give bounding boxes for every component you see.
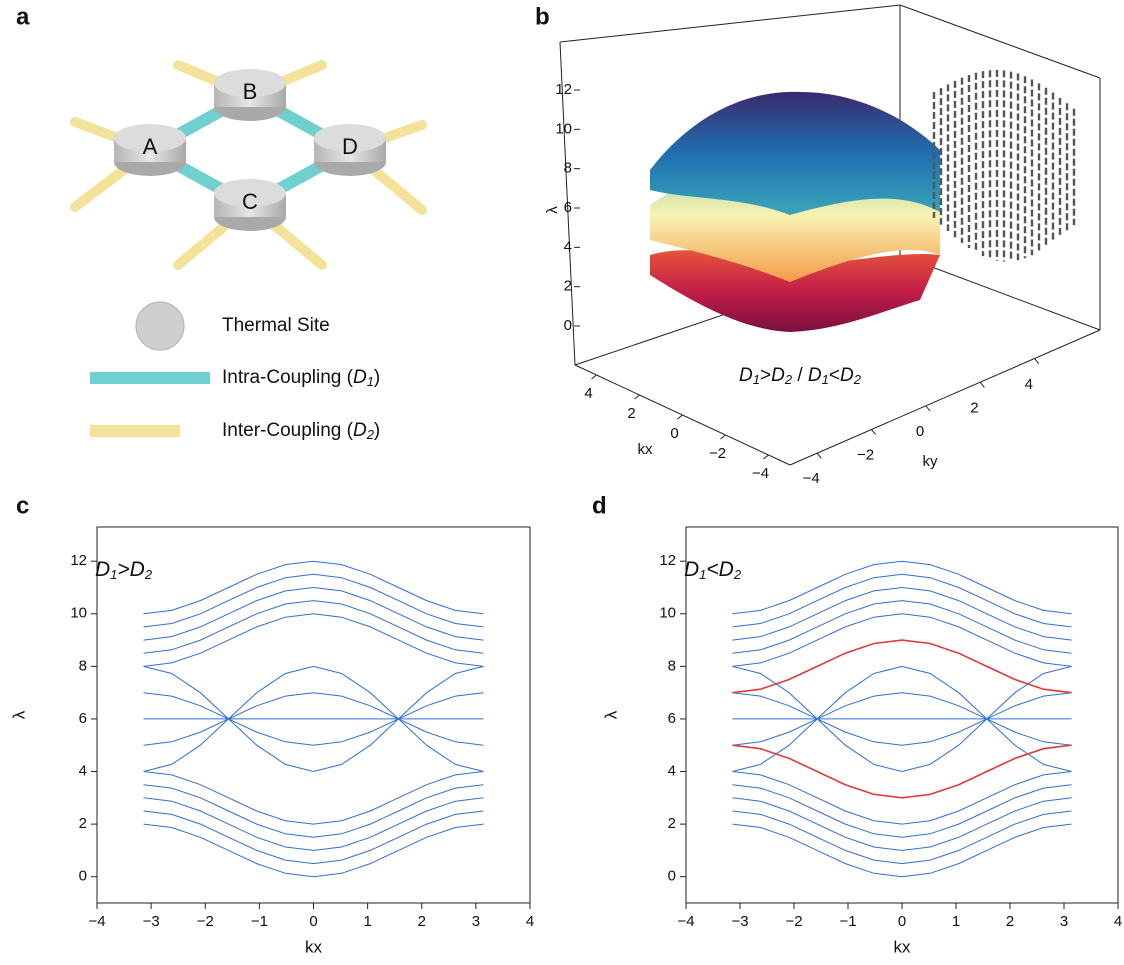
- x-tick-label: 1: [952, 913, 960, 930]
- x-tick-label: 2: [1006, 913, 1014, 930]
- z-tick-label: 8: [564, 160, 572, 177]
- plot-frame: [686, 527, 1118, 903]
- legend-label: Thermal Site: [222, 315, 330, 336]
- y-tick-label: 10: [659, 605, 676, 622]
- band-line: [144, 614, 484, 667]
- x-tick-label: 3: [1060, 913, 1068, 930]
- y-tick-label: 0: [916, 423, 924, 440]
- x-tick-label: 0: [898, 913, 906, 930]
- panel-label: a: [16, 3, 30, 30]
- x-tick-label: −3: [143, 913, 160, 930]
- x-tick-label: −1: [839, 913, 856, 930]
- x-tick-label: −4: [88, 913, 105, 930]
- z-tick-label: 6: [564, 199, 572, 216]
- y-tick-label: 8: [668, 657, 676, 674]
- y-tick-label: 2: [79, 815, 87, 832]
- panel-label: d: [592, 492, 607, 519]
- panel-label: b: [535, 3, 550, 30]
- x-tick-label: −2: [785, 913, 802, 930]
- x-tick: [678, 415, 683, 419]
- band-line: [732, 601, 1071, 654]
- x-tick: [635, 395, 640, 399]
- y-tick-label: −4: [803, 470, 820, 487]
- x-tick-label: 1: [363, 913, 371, 930]
- y-tick-label: 0: [79, 868, 87, 885]
- annotation: D1>D2 / D1<D2: [739, 365, 862, 387]
- y-tick-label: 10: [70, 605, 87, 622]
- node-label: A: [143, 134, 158, 159]
- x-tick-label: −1: [251, 913, 268, 930]
- site: A: [114, 124, 186, 176]
- site: C: [214, 179, 286, 231]
- x-axis-title: kx: [638, 441, 654, 458]
- inter-icon: [90, 425, 180, 437]
- figure: a b c d A B C D Thermal Site Intra-Coupl…: [0, 0, 1124, 965]
- site-icon: [136, 302, 184, 350]
- z-tick-label: 0: [564, 317, 572, 334]
- legend-label: Intra-Coupling (D1): [222, 367, 380, 389]
- site: D: [314, 124, 386, 176]
- node-label: D: [342, 134, 358, 159]
- y-tick: [872, 430, 876, 435]
- x-tick: [592, 375, 597, 379]
- node-label: C: [242, 189, 258, 214]
- y-tick: [926, 406, 930, 411]
- x-tick-label: −2: [709, 445, 726, 462]
- x-tick-label: 4: [526, 913, 534, 930]
- y-tick: [817, 453, 821, 458]
- x-tick-label: −4: [752, 465, 769, 482]
- diagram-legend: Thermal Site Intra-Coupling (D1) Inter-C…: [90, 302, 380, 442]
- y-tick-label: 8: [79, 657, 87, 674]
- z-axis-title: λ: [544, 206, 561, 214]
- y-axis-title: λ: [601, 710, 620, 719]
- annotation: D1<D2: [684, 558, 742, 583]
- y-tick: [980, 382, 984, 387]
- y-axis-title: ky: [923, 453, 939, 470]
- y-tick-label: 12: [70, 552, 87, 569]
- y-tick-label: 2: [970, 399, 978, 416]
- x-tick-label: 3: [472, 913, 480, 930]
- y-tick-label: 4: [668, 763, 676, 780]
- x-tick-label: −4: [677, 913, 694, 930]
- y-tick-label: 0: [668, 868, 676, 885]
- x-tick-label: 0: [670, 425, 678, 442]
- y-tick-label: 4: [79, 763, 87, 780]
- y-tick-label: 4: [1025, 376, 1033, 393]
- x-axis-title: kx: [894, 937, 912, 956]
- band-line: [144, 601, 484, 654]
- x-tick-label: 2: [418, 913, 426, 930]
- legend-label: Inter-Coupling (D2): [222, 420, 380, 442]
- z-tick-label: 12: [555, 81, 572, 98]
- node-label: B: [243, 79, 258, 104]
- x-tick-label: 0: [309, 913, 317, 930]
- y-tick-label: 6: [668, 710, 676, 727]
- band-line: [144, 785, 484, 838]
- z-tick-label: 4: [564, 238, 572, 255]
- x-tick-label: −3: [731, 913, 748, 930]
- y-tick-label: 12: [659, 552, 676, 569]
- panel-label: c: [16, 492, 29, 519]
- y-tick-label: −2: [857, 447, 874, 464]
- x-tick: [764, 455, 769, 459]
- x-tick-label: −2: [197, 913, 214, 930]
- y-tick: [1035, 359, 1039, 364]
- y-tick-label: 6: [79, 710, 87, 727]
- annotation: D1>D2: [95, 558, 153, 583]
- x-axis-title: kx: [305, 937, 323, 956]
- plot-frame: [97, 527, 530, 903]
- intra-icon: [90, 372, 210, 384]
- x-tick-label: 4: [584, 385, 592, 402]
- site: B: [214, 69, 286, 121]
- z-tick-label: 2: [564, 278, 572, 295]
- surface-band: [650, 92, 940, 215]
- x-tick-label: 2: [627, 405, 635, 422]
- z-tick-label: 10: [555, 120, 572, 137]
- y-axis-title: λ: [9, 710, 28, 719]
- band-line: [144, 772, 484, 825]
- y-tick-label: 2: [668, 815, 676, 832]
- x-tick: [721, 435, 726, 439]
- band-line: [732, 785, 1071, 838]
- x-tick-label: 4: [1114, 913, 1122, 930]
- lattice-diagram: A B C D: [75, 65, 422, 265]
